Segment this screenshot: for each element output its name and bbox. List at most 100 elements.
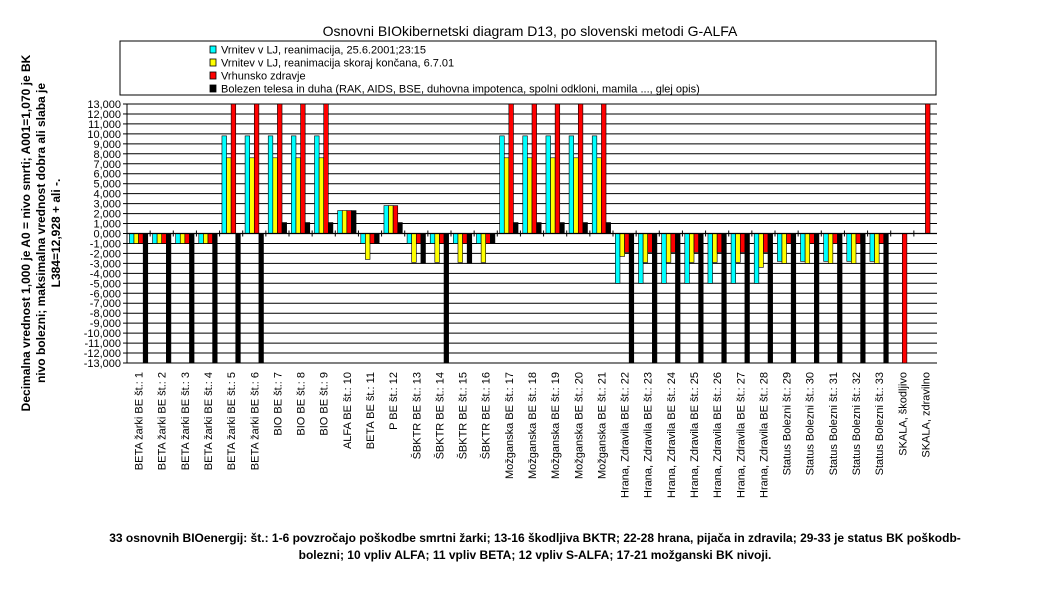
category-label: ŠBKTR BE št.: 13 (410, 372, 423, 459)
legend-entry: Vrnitev v LJ, reanimacija skoraj končana… (221, 58, 454, 70)
legend-swatch (209, 71, 217, 80)
bar (758, 233, 764, 268)
bar (207, 233, 213, 244)
bar (883, 233, 889, 364)
bar (341, 210, 348, 234)
bar (249, 157, 255, 234)
bar (573, 157, 579, 234)
bar (300, 103, 306, 234)
category-label: Status Bolezni št.: 32 (851, 372, 863, 475)
bar (781, 233, 787, 264)
y-tick-label: -10,000 (84, 328, 121, 340)
bar (226, 157, 232, 234)
bar (790, 233, 797, 364)
y-axis-label-line: Decimalna vrednost 1,000 je A0 = nivo sm… (19, 54, 33, 411)
bar (388, 205, 394, 234)
category-label: BETA žarki BE št.: 2 (157, 372, 169, 470)
bar (735, 233, 741, 263)
bar (925, 103, 931, 234)
legend-entry: Vrhunsko zdravje (221, 71, 306, 83)
category-label: Možganska BE št.: 20 (573, 372, 585, 479)
category-label: Status Bolezni št.: 30 (805, 372, 817, 475)
y-tick-label: -4,000 (90, 268, 121, 280)
y-tick-label: -7,000 (90, 298, 121, 310)
bar (675, 233, 681, 364)
category-label: ŠBKTR BE št.: 16 (480, 372, 493, 459)
y-tick-label: 4,000 (93, 189, 121, 201)
bar (665, 233, 672, 263)
bar (462, 233, 468, 244)
bar (267, 135, 274, 234)
bar (619, 233, 625, 257)
bar (161, 233, 167, 244)
bar (434, 233, 440, 263)
bar (874, 233, 880, 264)
bar (175, 233, 181, 244)
bar (314, 135, 320, 234)
bar (337, 210, 343, 234)
y-tick-label: 2,000 (93, 209, 121, 221)
y-tick-label: 11,000 (88, 119, 121, 131)
category-label: Hrana, Zdravila BE št.: 26 (712, 372, 724, 498)
bar (513, 222, 519, 234)
bar (415, 233, 422, 244)
bar (591, 135, 598, 234)
category-label: BIO BE št.: 9 (319, 372, 331, 436)
category-label: Hrana, Zdravila BE št.: 23 (643, 372, 655, 498)
legend-swatch (209, 84, 217, 93)
bar (392, 205, 399, 234)
y-axis-label: Decimalna vrednost 1,000 je A0 = nivo sm… (19, 54, 63, 411)
category-label: BETA žarki BE št.: 6 (249, 372, 261, 470)
bar (605, 222, 611, 234)
category-label: BIO BE št.: 7 (272, 372, 284, 436)
category-label: Možganska BE št.: 17 (504, 372, 516, 479)
bar (661, 233, 667, 284)
legend-box (119, 40, 937, 96)
bar (221, 135, 227, 234)
y-tick-label: -3,000 (90, 258, 121, 270)
bar (490, 233, 496, 244)
bar (522, 135, 528, 234)
chart-footnote: 33 osnovnih BIOenergij: št.: 1-6 povzroč… (109, 531, 961, 562)
chart-title: Osnovni BIOkibernetski diagram D13, po s… (323, 23, 738, 39)
category-label: Možganska BE št.: 21 (596, 372, 608, 479)
bar (860, 233, 866, 364)
category-label: ŠBKTR BE št.: 14 (433, 372, 446, 459)
y-tick-label: 6,000 (93, 169, 121, 181)
category-labels: BETA žarki BE št.: 1 BETA žarki BE št.: 2… (134, 372, 933, 498)
bar (851, 233, 857, 264)
bar (855, 233, 861, 244)
bar (166, 233, 172, 364)
bar (707, 233, 713, 284)
bar (744, 233, 750, 364)
bar (638, 233, 644, 284)
bar (397, 222, 403, 234)
bar (189, 233, 195, 364)
bar (753, 233, 760, 284)
category-label: Status Bolezni št.: 33 (874, 372, 886, 475)
bar (503, 157, 510, 234)
bar (554, 103, 561, 234)
y-tick-label: 8,000 (93, 149, 121, 161)
bar (559, 222, 565, 234)
category-label: ALFA BE št.: 10 (342, 372, 354, 449)
bar (360, 233, 366, 244)
category-label: Status Bolezni št.: 31 (828, 372, 840, 475)
bar (258, 233, 264, 364)
bar (508, 103, 514, 234)
bar (577, 103, 584, 234)
axes (123, 103, 937, 364)
bar (550, 157, 556, 234)
bar (596, 157, 602, 234)
bar (406, 233, 412, 244)
bar (763, 233, 769, 253)
bar (878, 233, 885, 244)
bar (365, 233, 371, 260)
bar (767, 233, 773, 364)
bar (198, 233, 204, 244)
y-tick-label: -6,000 (90, 288, 121, 300)
bar (443, 233, 449, 364)
bar (809, 233, 815, 244)
category-label: Status Bolezni št.: 29 (782, 372, 794, 475)
